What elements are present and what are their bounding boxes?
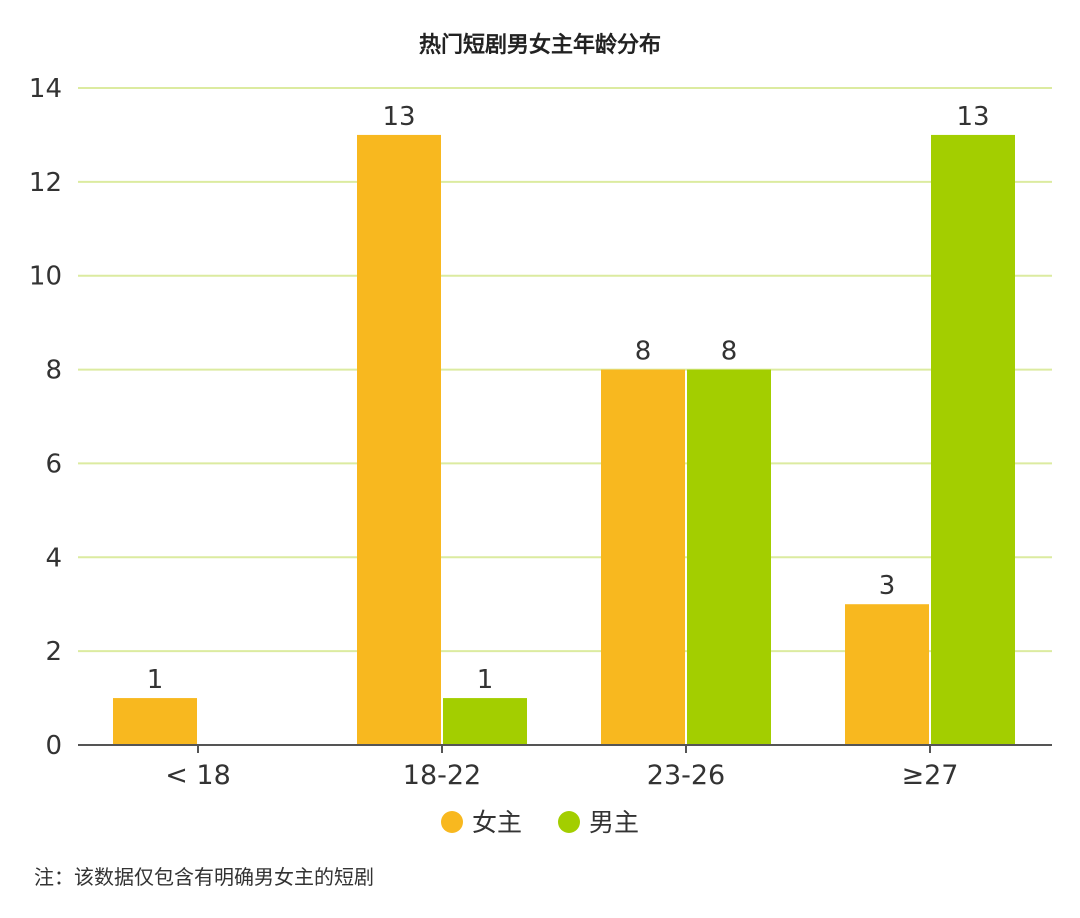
bar-male: [931, 134, 1015, 745]
data-label: 13: [956, 102, 989, 132]
bar-female: [601, 369, 685, 745]
chart-title: 热门短剧男女主年龄分布: [419, 32, 661, 58]
bar-female: [113, 698, 197, 745]
y-tick-label: 6: [45, 449, 62, 479]
bar-female: [357, 134, 441, 745]
x-tick-label: < 18: [165, 760, 231, 791]
y-axis-ticks: 0 2 4 6 8 10 12 14: [29, 74, 62, 761]
bar-male: [443, 698, 527, 745]
y-tick-label: 8: [45, 356, 62, 386]
data-label: 8: [635, 337, 652, 367]
y-tick-label: 0: [45, 731, 62, 761]
bar-male: [687, 369, 771, 745]
legend-label: 女主: [472, 808, 522, 837]
data-label: 13: [382, 102, 415, 132]
data-label: 1: [477, 665, 494, 695]
legend: 女主 男主: [441, 808, 639, 837]
y-tick-label: 4: [45, 543, 62, 573]
bar-female: [845, 604, 929, 745]
data-label: 3: [879, 571, 896, 601]
data-labels: 1 13 1 8 8 3 13: [147, 102, 990, 695]
legend-marker: [441, 811, 463, 833]
x-tick-label: ≥27: [902, 760, 959, 791]
footnote: 注：该数据仅包含有明确男女主的短剧: [34, 865, 374, 889]
x-tick-label: 23-26: [647, 760, 725, 791]
gridlines: [78, 87, 1052, 653]
x-axis-ticks: < 18 18-22 23-26 ≥27: [165, 745, 958, 791]
data-label: 8: [721, 337, 738, 367]
y-tick-label: 14: [29, 74, 62, 104]
bars: [113, 134, 1015, 745]
y-tick-label: 12: [29, 168, 62, 198]
y-tick-label: 2: [45, 637, 62, 667]
x-tick-label: 18-22: [403, 760, 481, 791]
legend-label: 男主: [589, 808, 639, 837]
y-tick-label: 10: [29, 262, 62, 292]
legend-marker: [558, 811, 580, 833]
data-label: 1: [147, 665, 164, 695]
